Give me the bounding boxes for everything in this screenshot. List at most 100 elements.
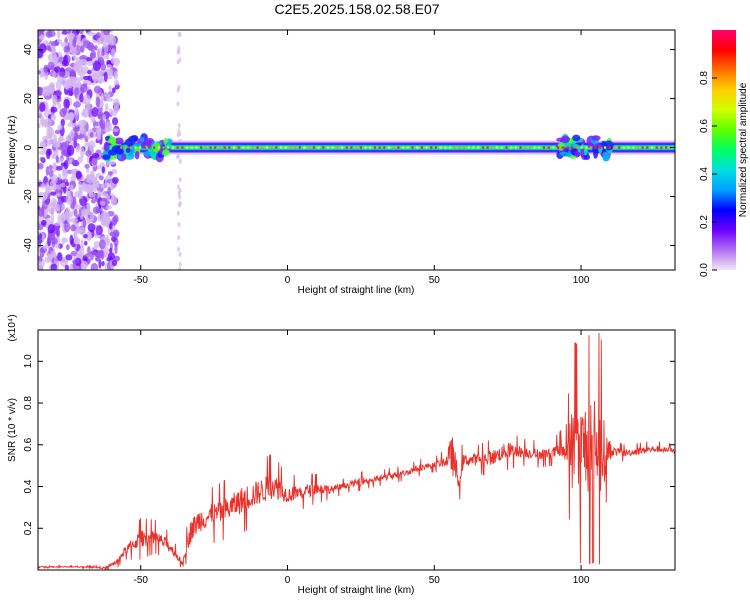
noise-blob — [72, 38, 77, 48]
noise-blob — [98, 175, 104, 181]
spectral-peak — [547, 146, 550, 149]
noise-blob — [47, 83, 55, 93]
spectral-peak — [322, 146, 325, 149]
noise-blob — [86, 168, 90, 174]
spectral-peak — [430, 146, 433, 149]
spectral-peak — [599, 146, 602, 149]
noise-blob — [178, 158, 182, 164]
spectral-peak — [326, 146, 330, 149]
noise-blob — [102, 211, 110, 223]
spectral-peak — [406, 146, 409, 149]
spectral-peak — [293, 146, 297, 149]
colorbar-tick-label: 0.4 — [699, 167, 710, 181]
burst-blob — [148, 147, 153, 153]
noise-blob — [60, 141, 67, 153]
burst-blob — [559, 151, 569, 156]
noise-blob — [48, 164, 53, 170]
spectral-peak — [275, 146, 278, 149]
y-tick-label: 0.2 — [23, 521, 34, 535]
colorbar: 0.0 0.2 0.4 0.6 0.8 Normalized spectral ampl… — [699, 30, 749, 277]
snr-x-label: Height of straight line (km) — [298, 585, 415, 596]
noise-blob — [52, 161, 57, 173]
noise-blob — [112, 128, 119, 133]
noise-blob — [75, 170, 82, 180]
noise-blob — [178, 202, 182, 208]
y-tick-label: -20 — [23, 189, 34, 204]
spectral-peak — [284, 146, 287, 149]
spectral-peak — [486, 146, 489, 149]
noise-blob — [56, 30, 61, 39]
spectral-peak — [232, 146, 236, 149]
spectral-peak — [237, 146, 240, 149]
noise-blob — [69, 129, 75, 139]
spectral-peak — [228, 146, 231, 149]
noise-blob — [79, 124, 85, 134]
noise-blob — [104, 102, 109, 112]
noise-blob — [90, 262, 99, 270]
spectral-peak — [387, 146, 391, 149]
noise-blob — [45, 45, 51, 51]
noise-blob — [73, 126, 79, 133]
noise-blob — [80, 147, 85, 159]
spectral-peak — [359, 146, 362, 149]
noise-blob — [110, 235, 117, 242]
colorbar-tick-label: 0.6 — [699, 119, 710, 133]
burst-blob — [134, 151, 140, 160]
noise-blob — [178, 177, 182, 183]
y-tick-label: -40 — [23, 238, 34, 253]
noise-blob — [80, 260, 88, 269]
x-tick-label: 100 — [573, 275, 590, 286]
noise-blob — [101, 260, 105, 267]
burst-blob — [163, 137, 168, 145]
noise-blob — [105, 121, 112, 132]
spectral-peak — [500, 146, 503, 149]
noise-blob — [70, 175, 76, 183]
spectral-peak — [472, 146, 475, 149]
noise-blob — [100, 183, 109, 189]
noise-blob — [90, 212, 95, 222]
noise-blob — [51, 237, 56, 248]
noise-blob — [86, 41, 95, 51]
spectral-peak — [167, 146, 170, 149]
noise-blob — [73, 208, 78, 218]
burst-blob — [560, 135, 570, 144]
noise-blob — [85, 150, 92, 157]
noise-blob — [58, 188, 64, 195]
noise-blob — [43, 64, 49, 74]
spectral-peak — [402, 146, 405, 149]
noise-blob — [95, 226, 100, 236]
noise-blob — [73, 235, 79, 245]
noise-blob — [74, 107, 79, 117]
noise-blob — [96, 38, 102, 45]
noise-blob — [47, 30, 56, 38]
noise-blob — [38, 30, 42, 37]
noise-blob — [96, 69, 103, 78]
spectral-peak — [491, 146, 494, 149]
spectral-peak — [660, 146, 663, 149]
noise-blob — [55, 204, 61, 212]
noise-blob — [113, 71, 118, 80]
spectral-peak — [561, 146, 564, 149]
x-tick-label: 0 — [285, 275, 291, 286]
noise-blob — [75, 204, 82, 210]
noise-blob — [111, 177, 119, 184]
noise-blob — [106, 30, 111, 34]
noise-blob — [100, 191, 106, 197]
noise-blob — [41, 235, 45, 242]
spectral-peak — [458, 146, 461, 149]
noise-blob — [52, 140, 61, 149]
noise-blob — [114, 243, 118, 255]
spectral-peak — [613, 146, 616, 149]
noise-blob — [80, 119, 87, 126]
noise-blob — [51, 174, 58, 185]
noise-blob — [91, 182, 99, 188]
noise-blob — [81, 208, 88, 217]
noise-blob — [38, 86, 44, 94]
snr-frame — [37, 329, 676, 571]
noise-blob — [86, 57, 93, 62]
noise-blob — [93, 85, 102, 94]
noise-blob — [112, 117, 119, 126]
spectral-peak — [214, 146, 217, 149]
x-tick-label: -50 — [134, 575, 149, 586]
